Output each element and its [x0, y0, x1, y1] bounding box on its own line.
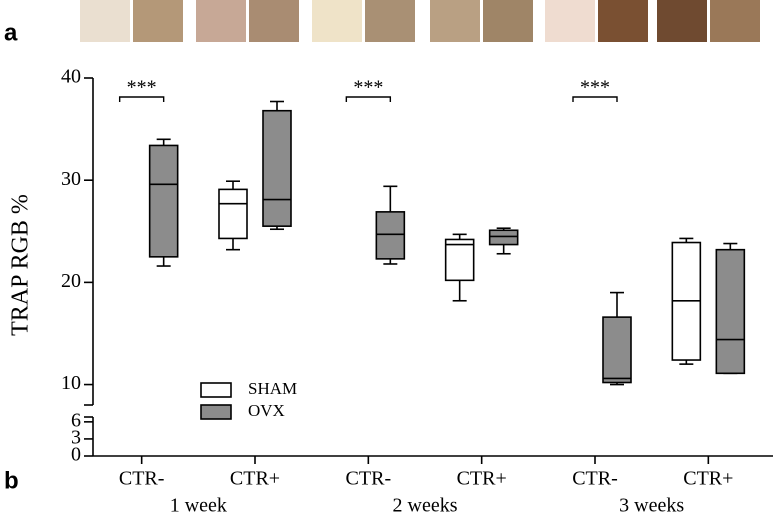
y-axis-label: TRAP RGB % — [8, 194, 34, 336]
y-tick-label: 0 — [71, 444, 81, 466]
box — [488, 229, 519, 246]
legend-label: OVX — [248, 401, 285, 420]
box — [148, 144, 179, 258]
x-tick-label: CTR+ — [230, 468, 280, 490]
box — [715, 248, 746, 375]
x-tick-label: CTR+ — [457, 468, 507, 490]
x-tick-label: CTR+ — [683, 468, 733, 490]
panel-label: b — [4, 467, 19, 494]
y-tick-label: 40 — [61, 66, 81, 88]
x-tick-label: CTR- — [346, 468, 392, 490]
box — [602, 316, 632, 384]
y-tick-label: 30 — [61, 168, 81, 190]
panel-label: a — [4, 19, 18, 46]
y-tick-label: 3 — [71, 427, 81, 449]
significance-label: *** — [353, 77, 383, 99]
significance-bracket — [572, 96, 618, 102]
significance-label: *** — [580, 77, 610, 99]
y-tick-label: 6 — [71, 409, 81, 431]
legend-swatch — [200, 382, 232, 398]
group-label: 3 weeks — [619, 495, 684, 516]
x-tick-label: CTR- — [119, 468, 165, 490]
box — [375, 211, 406, 260]
axes — [84, 78, 773, 457]
significance-bracket — [118, 96, 165, 102]
y-tick-label: 20 — [61, 270, 81, 292]
significance-label: *** — [127, 77, 157, 99]
significance-bracket — [345, 96, 392, 102]
box — [262, 109, 292, 227]
group-label: 2 weeks — [393, 495, 458, 516]
x-tick-label: CTR- — [572, 468, 618, 490]
y-tick-label: 10 — [61, 372, 81, 394]
group-label: 1 week — [170, 495, 227, 516]
legend-swatch — [200, 404, 232, 420]
legend-label: SHAM — [248, 379, 297, 398]
box — [218, 188, 248, 240]
thumbnails — [80, 0, 760, 42]
box — [444, 238, 475, 282]
